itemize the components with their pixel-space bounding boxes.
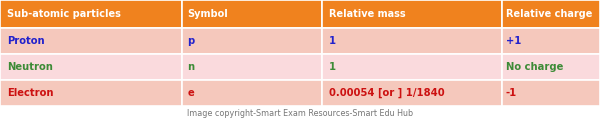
Bar <box>0 28 182 54</box>
Text: Symbol: Symbol <box>188 9 229 19</box>
Bar <box>502 80 600 106</box>
Text: Relative charge: Relative charge <box>506 9 592 19</box>
Text: +1: +1 <box>506 36 521 46</box>
Bar <box>502 28 600 54</box>
Bar <box>0 54 182 80</box>
Text: Neutron: Neutron <box>7 62 53 72</box>
Text: p: p <box>188 36 195 46</box>
Bar <box>0 80 182 106</box>
Bar <box>322 28 502 54</box>
Bar <box>182 54 322 80</box>
Text: Proton: Proton <box>7 36 45 46</box>
Text: Relative mass: Relative mass <box>329 9 406 19</box>
Bar <box>322 54 502 80</box>
Bar <box>322 80 502 106</box>
Text: Electron: Electron <box>7 88 54 98</box>
Bar <box>182 80 322 106</box>
Text: Sub-atomic particles: Sub-atomic particles <box>7 9 121 19</box>
Bar <box>502 54 600 80</box>
Text: No charge: No charge <box>506 62 563 72</box>
Text: e: e <box>188 88 194 98</box>
Text: 1: 1 <box>329 36 337 46</box>
Text: 1: 1 <box>329 62 337 72</box>
Bar <box>322 0 502 28</box>
Text: -1: -1 <box>506 88 517 98</box>
Text: n: n <box>188 62 195 72</box>
Text: 0.00054 [or ] 1/1840: 0.00054 [or ] 1/1840 <box>329 88 445 98</box>
Bar <box>182 0 322 28</box>
Text: Image copyright-Smart Exam Resources-Smart Edu Hub: Image copyright-Smart Exam Resources-Sma… <box>187 109 413 118</box>
Bar <box>502 0 600 28</box>
Bar <box>182 28 322 54</box>
Bar <box>0 0 182 28</box>
